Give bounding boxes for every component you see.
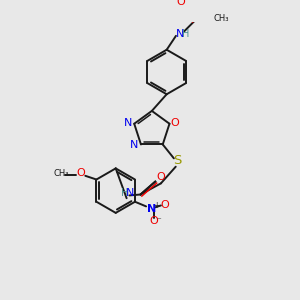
Text: CH₃: CH₃ xyxy=(53,169,69,178)
Text: O: O xyxy=(160,200,169,209)
Text: +: + xyxy=(153,201,160,210)
Text: O: O xyxy=(149,216,158,226)
Text: S: S xyxy=(173,154,182,167)
Text: O: O xyxy=(76,168,85,178)
Text: N: N xyxy=(126,188,134,198)
Text: CH₃: CH₃ xyxy=(213,14,229,23)
Text: N: N xyxy=(124,118,132,128)
Text: N: N xyxy=(147,204,156,214)
Text: N: N xyxy=(176,29,184,39)
Text: H: H xyxy=(121,188,128,198)
Text: O: O xyxy=(157,172,165,182)
Text: O: O xyxy=(171,118,179,128)
Text: H: H xyxy=(182,29,189,39)
Text: ⁻: ⁻ xyxy=(157,217,161,226)
Text: N: N xyxy=(130,140,139,150)
Text: O: O xyxy=(176,0,185,7)
